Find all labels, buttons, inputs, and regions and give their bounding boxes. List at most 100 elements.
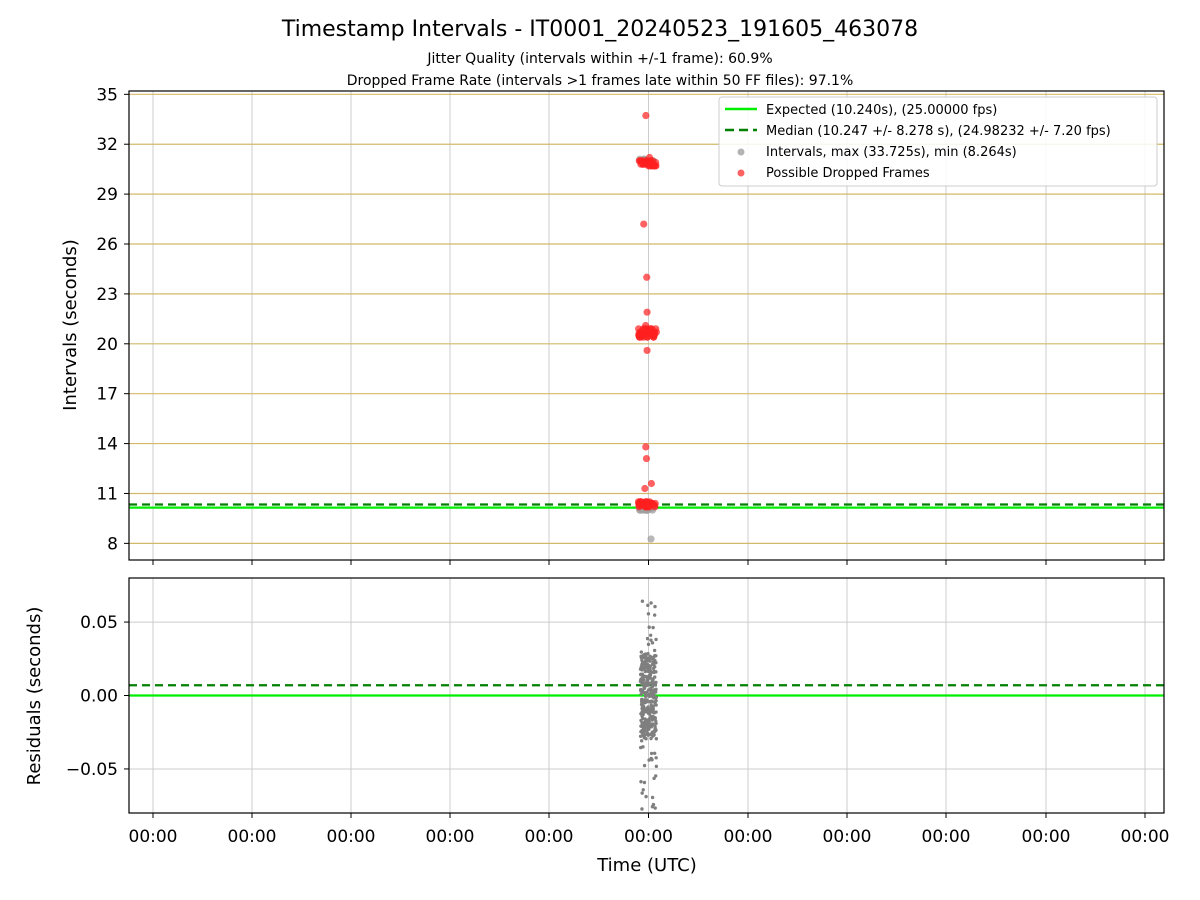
residual-point (654, 699, 658, 703)
residual-point (652, 682, 657, 686)
residual-point (650, 718, 654, 722)
residual-point (650, 662, 655, 666)
residual-point (654, 661, 658, 665)
x-tick-label: 00:00 (327, 827, 376, 847)
dropped-frame-point (643, 308, 651, 316)
legend-box (718, 96, 1158, 187)
residual-point (650, 795, 655, 800)
residual-point (652, 613, 657, 617)
residual-point (642, 736, 646, 740)
residual-point (649, 724, 653, 728)
residual-point (638, 734, 643, 738)
dropped-frame-point (636, 333, 644, 341)
residual-point (639, 650, 644, 654)
residual-point (650, 700, 654, 704)
residual-point (645, 636, 650, 641)
legend-swatch-intervals (737, 148, 745, 156)
residual-point (649, 693, 654, 697)
residual-point (654, 756, 658, 760)
intervals-plot-frame (128, 90, 1165, 561)
x-tick-label: 00:00 (1022, 827, 1071, 847)
intervals-ytick-label: 23 (96, 285, 118, 305)
residual-point (649, 706, 653, 711)
residual-point (649, 736, 653, 741)
legend-label-median: Median (10.247 +/- 8.278 s), (24.98232 +… (766, 124, 1111, 139)
intervals-ytick-label: 26 (96, 235, 118, 255)
residual-point (642, 706, 646, 710)
interval-point (647, 535, 655, 543)
residual-point (640, 599, 645, 603)
residual-point (640, 668, 644, 672)
residual-point (647, 625, 651, 629)
residual-point (649, 638, 653, 642)
residual-point (652, 751, 657, 756)
residual-point (646, 603, 650, 608)
residual-point (653, 653, 657, 658)
residual-point (654, 703, 658, 707)
residual-point (653, 806, 657, 810)
residual-point (642, 780, 647, 785)
residual-point (652, 776, 656, 781)
residual-point (651, 666, 656, 671)
residual-point (654, 637, 658, 642)
residual-point (642, 686, 647, 690)
residual-point (640, 714, 644, 719)
residual-point (649, 670, 654, 675)
residual-point (654, 719, 658, 723)
residual-point (651, 704, 656, 708)
residual-point (640, 656, 645, 660)
residual-point (644, 794, 648, 799)
x-tick-label: 00:00 (922, 827, 971, 847)
residual-point (640, 791, 644, 795)
residual-point (650, 641, 655, 645)
residual-point (654, 721, 658, 726)
residual-point (648, 633, 653, 637)
x-axis-label: Time (UTC) (596, 855, 697, 876)
residual-point (646, 642, 651, 647)
residual-point (640, 700, 644, 704)
x-tick-label: 00:00 (525, 827, 574, 847)
dropped-frame-point (641, 484, 649, 493)
residual-point (639, 672, 644, 677)
chart-title: Timestamp Intervals - IT0001_20240523_19… (281, 17, 918, 42)
intervals-ytick-label: 35 (96, 85, 118, 105)
residual-point (641, 732, 646, 737)
residuals-ytick-label: 0.05 (80, 613, 118, 633)
residual-point (652, 648, 657, 653)
residual-point (639, 780, 643, 784)
x-tick-label: 00:00 (823, 827, 872, 847)
residual-point (651, 734, 655, 738)
residual-point (646, 651, 650, 656)
dropped-frame-point (644, 162, 653, 170)
residual-point (645, 662, 650, 667)
legend-label-expected: Expected (10.240s), (25.00000 fps) (766, 103, 997, 118)
dropped-frame-point (650, 333, 658, 341)
residual-point (650, 657, 654, 661)
residual-point (652, 696, 656, 700)
intervals-ytick-label: 20 (96, 335, 118, 355)
residual-point (649, 709, 654, 713)
intervals-y-axis-label: Intervals (seconds) (60, 239, 81, 411)
dropped-frame-point (643, 333, 651, 341)
legend-swatch-dropped (737, 169, 745, 177)
residual-point (645, 699, 649, 703)
intervals-ytick-label: 32 (96, 135, 118, 155)
residual-point (638, 745, 643, 750)
residuals-ytick-label: 0.00 (80, 687, 118, 707)
residual-point (642, 763, 647, 768)
dropped-frame-point (642, 454, 651, 463)
x-tick-label: 00:00 (129, 827, 178, 847)
legend: Expected (10.240s), (25.00000 fps) Media… (718, 96, 1158, 187)
dropped-frame-point (642, 111, 650, 120)
dropped-frame-point (640, 220, 648, 228)
dropped-frame-point (643, 273, 651, 281)
residuals-panel: 0.05 0.00 −0.05 00:00 00:00 00:00 00:00 00:00 0… (24, 577, 1170, 876)
dropped-frame-point (651, 503, 659, 511)
intervals-ytick-label: 11 (96, 484, 118, 504)
residual-point (640, 728, 644, 733)
residual-point (651, 802, 656, 807)
residual-point (650, 758, 654, 762)
residual-point (651, 625, 655, 630)
residual-point (648, 712, 652, 716)
